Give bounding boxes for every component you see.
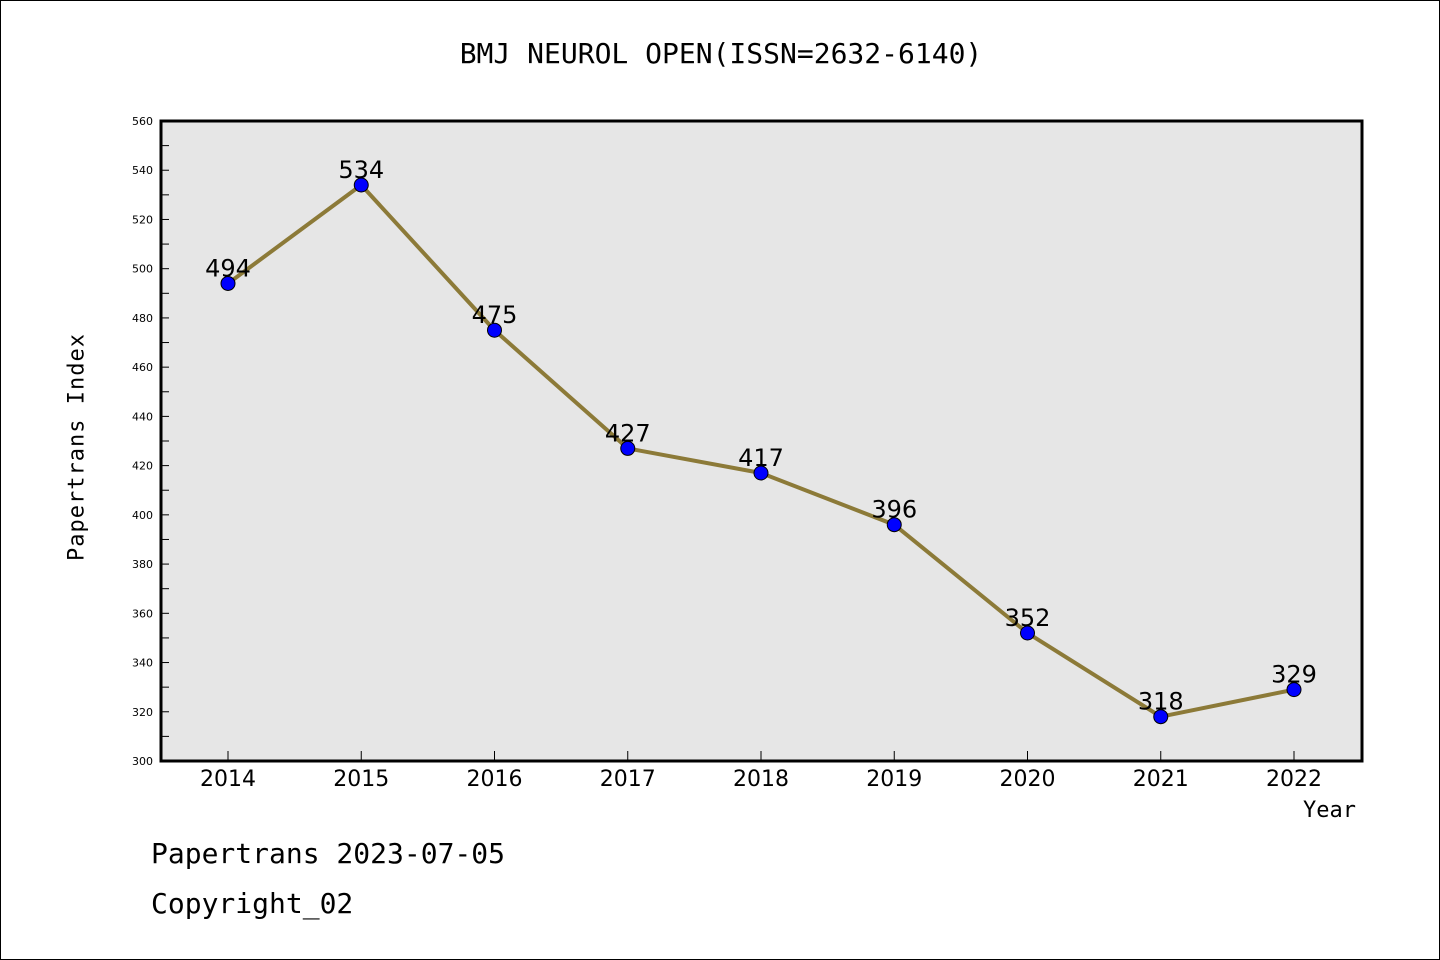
y-tick-label: 540 xyxy=(132,164,153,177)
x-tick-label: 2022 xyxy=(1266,767,1322,792)
y-tick-label: 300 xyxy=(132,755,153,768)
y-tick-label: 520 xyxy=(132,213,153,226)
x-tick-label: 2016 xyxy=(467,767,523,792)
x-tick-label: 2018 xyxy=(733,767,789,792)
y-tick-label: 400 xyxy=(132,509,153,522)
x-tick-label: 2015 xyxy=(333,767,389,792)
data-label: 352 xyxy=(1005,604,1051,632)
x-tick-label: 2019 xyxy=(866,767,922,792)
x-tick-label: 2017 xyxy=(600,767,656,792)
plot-border xyxy=(159,119,1364,763)
data-point xyxy=(487,322,502,338)
series: 494 534 475 427 417 396 352 318 329 xyxy=(205,156,1317,725)
data-label: 534 xyxy=(338,156,384,184)
y-tick-label: 360 xyxy=(132,607,153,620)
y-tick-label: 560 xyxy=(132,115,153,128)
data-label: 329 xyxy=(1271,661,1317,689)
plot-area xyxy=(161,121,1362,761)
y-tick-label: 380 xyxy=(132,558,153,571)
chart-title: BMJ NEUROL OPEN(ISSN=2632-6140) xyxy=(459,37,983,70)
x-tick-label: 2021 xyxy=(1133,767,1189,792)
data-label: 427 xyxy=(605,419,651,447)
x-tick-label: 2020 xyxy=(1000,767,1056,792)
data-label: 417 xyxy=(738,444,784,472)
data-point xyxy=(1153,709,1169,725)
x-axis: 2014 2015 2016 2017 2018 2019 2020 2021 2022 xyxy=(200,751,1322,792)
data-point xyxy=(886,517,902,533)
footer-copyright: Copyright_02 xyxy=(151,887,354,920)
footer-date: Papertrans 2023-07-05 xyxy=(151,837,506,870)
y-tick-label: 420 xyxy=(132,460,153,473)
x-axis-label: Year xyxy=(1303,798,1356,823)
data-label: 396 xyxy=(871,496,917,524)
x-tick-label: 2014 xyxy=(200,767,256,792)
data-label: 318 xyxy=(1138,688,1184,716)
y-tick-label: 320 xyxy=(132,706,153,719)
data-point xyxy=(220,275,236,291)
y-tick-label: 340 xyxy=(132,657,153,670)
data-point xyxy=(1020,625,1035,641)
y-axis: 300 320 340 360 380 400 420 440 460 480 500 520 540 5… xyxy=(132,115,169,768)
y-tick-label: 460 xyxy=(132,361,153,374)
data-label: 475 xyxy=(472,301,518,329)
data-point xyxy=(620,440,636,456)
y-tick-label: 480 xyxy=(132,312,153,325)
data-label: 494 xyxy=(205,254,251,282)
data-point xyxy=(353,177,369,193)
y-tick-label: 440 xyxy=(132,410,153,423)
y-tick-label: 500 xyxy=(132,263,153,276)
data-point xyxy=(1286,682,1302,698)
data-point xyxy=(753,465,769,481)
